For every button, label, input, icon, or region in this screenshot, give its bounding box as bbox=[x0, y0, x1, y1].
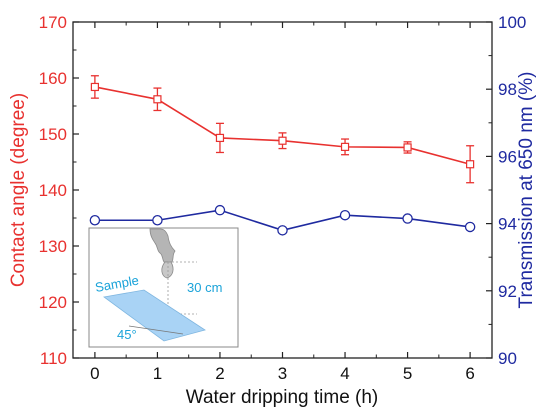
x-tick-label: 6 bbox=[465, 364, 474, 383]
right-tick-label: 90 bbox=[498, 349, 517, 368]
contact-angle-line bbox=[94, 86, 471, 166]
right-tick-label: 100 bbox=[498, 13, 526, 32]
contact-angle-series bbox=[90, 75, 475, 184]
right-tick-label: 96 bbox=[498, 147, 517, 166]
transmission-point bbox=[89, 214, 101, 226]
x-tick-label: 3 bbox=[278, 364, 287, 383]
right-tick-label: 92 bbox=[498, 282, 517, 301]
left-tick-label: 120 bbox=[39, 293, 67, 312]
transmission-point bbox=[152, 214, 163, 226]
inset-height-label: 30 cm bbox=[187, 280, 222, 295]
contact-angle-point bbox=[90, 82, 99, 92]
contact-angle-point bbox=[153, 95, 162, 104]
left-tick-label: 130 bbox=[39, 237, 67, 256]
right-axis-ticks: 90 92 94 96 98 100 bbox=[486, 13, 526, 368]
left-axis-title: Contact angle (degree) bbox=[8, 93, 29, 287]
x-tick-label: 4 bbox=[340, 364, 349, 383]
x-axis-title: Water dripping time (h) bbox=[186, 387, 379, 408]
left-tick-label: 110 bbox=[40, 349, 67, 368]
x-tick-label: 0 bbox=[90, 364, 99, 383]
contact-angle-point bbox=[278, 136, 287, 145]
transmission-point bbox=[277, 225, 288, 236]
drop-shape bbox=[161, 261, 174, 279]
inset-illustration: Sample 30 cm 45° bbox=[88, 227, 239, 348]
contact-angle-point bbox=[340, 142, 350, 151]
x-tick-label: 1 bbox=[153, 364, 162, 383]
x-axis-ticks: 0 1 2 3 4 5 6 bbox=[90, 22, 475, 383]
angle-baseline bbox=[128, 325, 184, 335]
x-tick-label: 5 bbox=[403, 364, 412, 383]
left-tick-label: 150 bbox=[39, 125, 67, 144]
left-tick-label: 140 bbox=[39, 181, 67, 200]
transmission-series bbox=[89, 204, 476, 236]
sample-plate bbox=[103, 289, 206, 342]
left-axis-ticks: 110 120 130 140 150 160 170 bbox=[39, 13, 79, 368]
contact-angle-point bbox=[466, 160, 475, 169]
right-tick-label: 98 bbox=[498, 80, 517, 99]
transmission-point bbox=[402, 213, 413, 224]
x-tick-label: 2 bbox=[215, 364, 224, 383]
right-axis-title: Transmission at 650 nm (%) bbox=[516, 72, 537, 309]
contact-angle-point bbox=[403, 143, 412, 152]
right-tick-label: 94 bbox=[498, 215, 517, 234]
inset-angle-label: 45° bbox=[117, 327, 137, 342]
transmission-point bbox=[464, 221, 476, 233]
transmission-point bbox=[339, 209, 351, 221]
transmission-point bbox=[214, 204, 226, 216]
left-tick-label: 160 bbox=[39, 69, 67, 88]
contact-angle-point bbox=[215, 133, 225, 143]
left-tick-label: 170 bbox=[39, 13, 67, 32]
